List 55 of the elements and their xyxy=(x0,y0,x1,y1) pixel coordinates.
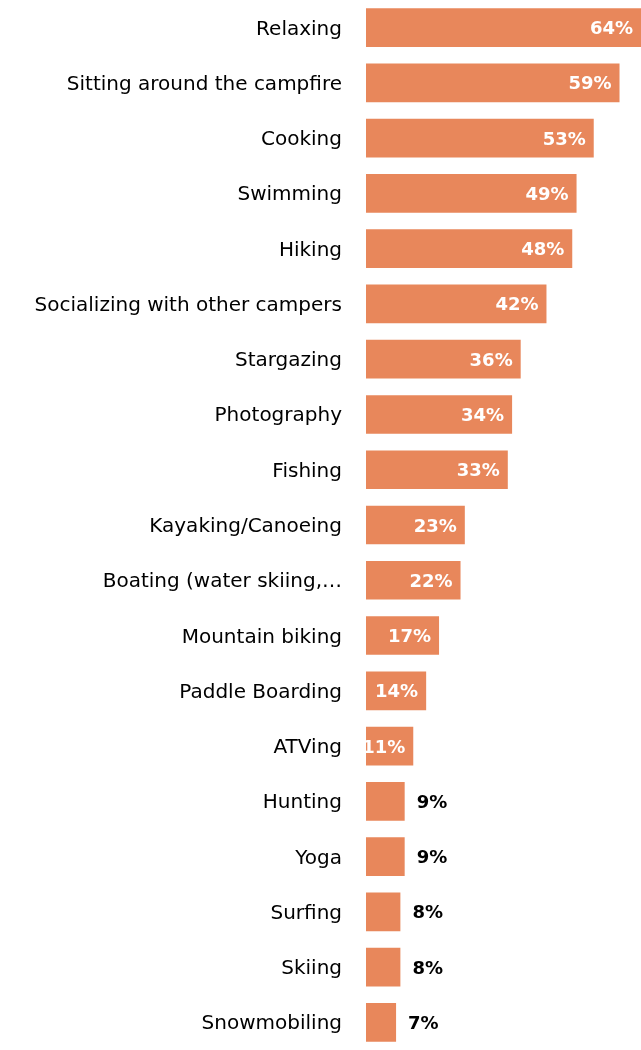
bar xyxy=(366,1003,397,1042)
y-tick-label: Photography xyxy=(214,402,343,427)
data-label: 9% xyxy=(416,846,448,868)
data-label: 48% xyxy=(521,238,565,260)
bar xyxy=(366,118,594,158)
bar xyxy=(366,63,620,103)
data-label: 9% xyxy=(416,790,448,812)
bar xyxy=(366,837,405,876)
bar xyxy=(366,505,465,545)
data-label: 17% xyxy=(387,625,432,647)
y-tick-label: Socializing with other campers xyxy=(34,291,342,316)
y-tick-label: Sitting around the campfire xyxy=(66,70,342,95)
data-label: 42% xyxy=(495,293,539,315)
y-tick-label: Mountain biking xyxy=(181,623,342,648)
bar xyxy=(366,284,547,324)
bar xyxy=(366,339,521,379)
bar xyxy=(366,560,461,600)
y-tick-label: Skiing xyxy=(281,955,342,980)
data-label: 11% xyxy=(362,735,406,757)
y-tick-label: Hiking xyxy=(278,236,342,261)
data-label: 22% xyxy=(409,569,453,591)
y-tick-label: Relaxing xyxy=(256,15,342,40)
data-label: 8% xyxy=(412,901,443,923)
data-label: 8% xyxy=(412,956,443,978)
y-tick-label: Surfing xyxy=(270,899,342,924)
bar xyxy=(366,8,641,47)
y-tick-label: Stargazing xyxy=(234,347,342,372)
bar xyxy=(366,450,508,490)
data-label: 14% xyxy=(375,680,419,702)
data-label: 64% xyxy=(589,17,633,39)
data-label: 59% xyxy=(568,72,612,94)
data-label: 7% xyxy=(408,1011,439,1033)
data-label: 53% xyxy=(542,127,586,149)
y-tick-label: Kayaking/Canoeing xyxy=(149,513,342,537)
data-label: 33% xyxy=(456,459,500,481)
bar xyxy=(366,229,573,269)
bar xyxy=(366,781,405,821)
bar xyxy=(366,947,401,987)
y-tick-label: ATVing xyxy=(273,734,342,759)
y-tick-label: Boating (water skiing,… xyxy=(102,568,342,593)
bar xyxy=(366,616,440,655)
y-tick-label: Snowmobiling xyxy=(201,1010,342,1035)
data-label: 49% xyxy=(525,182,569,204)
y-tick-label: Paddle Boarding xyxy=(179,678,342,703)
data-label: 23% xyxy=(413,514,457,536)
data-label: 34% xyxy=(461,403,505,425)
bar xyxy=(366,395,513,434)
y-tick-label: Fishing xyxy=(272,457,342,482)
data-label: 36% xyxy=(469,348,513,370)
bar xyxy=(366,892,401,932)
y-tick-label: Swimming xyxy=(237,181,342,206)
bar xyxy=(366,174,577,213)
y-tick-label: Yoga xyxy=(294,844,342,869)
y-tick-label: Hunting xyxy=(262,789,342,814)
y-tick-label: Cooking xyxy=(261,126,342,151)
